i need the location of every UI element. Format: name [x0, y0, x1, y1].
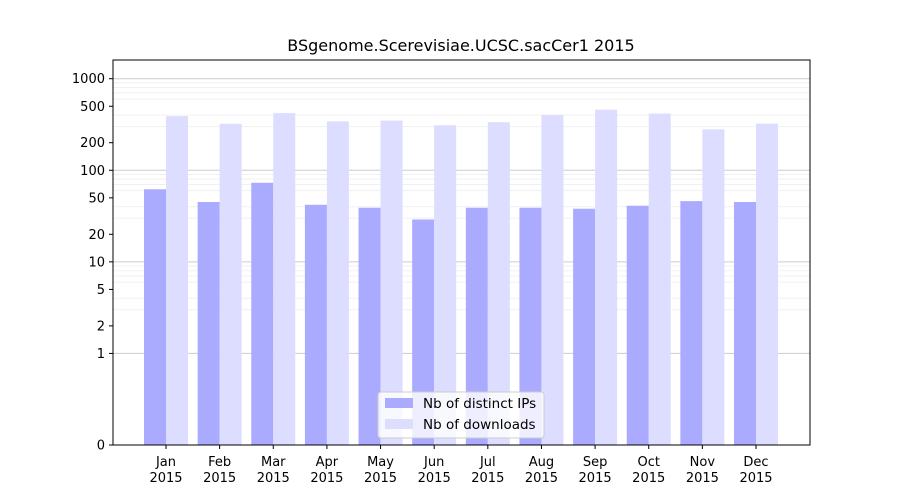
x-tick-label-year: 2015 — [364, 471, 397, 486]
bar-downloads — [273, 113, 296, 445]
x-tick-label-year: 2015 — [525, 471, 558, 486]
bar-distinct-ips — [680, 201, 703, 445]
y-tick-label: 50 — [88, 191, 105, 206]
legend-label-distinct-ips: Nb of distinct IPs — [423, 396, 536, 412]
bar-distinct-ips — [197, 202, 220, 445]
bar-distinct-ips — [412, 219, 435, 445]
bar-distinct-ips — [519, 207, 542, 445]
x-axis-ticks: Jan2015Feb2015Mar2015Apr2015May2015Jun20… — [149, 445, 773, 486]
plot-frame — [112, 59, 811, 446]
x-tick-label-month: Feb — [208, 455, 231, 470]
x-tick-label-year: 2015 — [257, 471, 290, 486]
x-tick-label-year: 2015 — [739, 471, 772, 486]
bar-downloads — [702, 129, 725, 445]
y-tick-label: 5 — [97, 283, 105, 298]
y-axis-ticks: 0 1 2 5 10 20 50 100 200 500 1000 — [72, 72, 113, 454]
x-tick-label-year: 2015 — [203, 471, 236, 486]
bar-distinct-ips — [465, 207, 488, 445]
bar-distinct-ips — [734, 202, 756, 445]
bar-distinct-ips — [626, 205, 649, 445]
bar-downloads — [326, 121, 349, 445]
x-tick-label-month: Dec — [743, 455, 768, 470]
legend-label-downloads: Nb of downloads — [423, 417, 536, 433]
x-tick-label-month: Aug — [529, 455, 554, 470]
bar-distinct-ips — [251, 182, 274, 445]
y-tick-label: 10 — [88, 255, 105, 270]
bar-downloads — [595, 109, 618, 446]
y-tick-label: 20 — [88, 228, 105, 243]
bar-downloads — [219, 123, 242, 446]
x-tick-label-month: Jul — [479, 455, 496, 470]
y-tick-label: 0 — [97, 439, 105, 454]
bars — [144, 109, 778, 446]
x-tick-label-year: 2015 — [149, 471, 182, 486]
bar-downloads — [380, 120, 403, 445]
x-tick-label-month: Mar — [261, 455, 286, 470]
x-tick-label-month: Oct — [637, 455, 659, 470]
legend: Nb of distinct IPs Nb of downloads — [377, 391, 545, 439]
legend-swatch-downloads — [385, 419, 413, 429]
x-tick-label-month: Apr — [316, 455, 339, 470]
x-tick-label-month: Jun — [423, 455, 444, 470]
bar-distinct-ips — [304, 204, 327, 445]
x-tick-label-year: 2015 — [686, 471, 719, 486]
y-tick-label: 200 — [80, 136, 105, 151]
x-tick-label-month: Jan — [155, 455, 176, 470]
bar-downloads — [541, 114, 564, 445]
legend-frame — [377, 391, 545, 439]
y-tick-label: 1000 — [72, 72, 105, 87]
bar-downloads — [648, 113, 671, 445]
bar-downloads — [487, 122, 510, 445]
bar-downloads — [756, 123, 778, 446]
x-tick-label-year: 2015 — [418, 471, 451, 486]
bar-downloads — [434, 125, 457, 445]
y-tick-label: 500 — [80, 100, 105, 115]
x-tick-label-month: Nov — [690, 455, 716, 470]
bar-distinct-ips — [358, 207, 381, 445]
bar-distinct-ips — [573, 208, 596, 445]
x-tick-label-year: 2015 — [632, 471, 665, 486]
y-tick-label: 1 — [97, 347, 105, 362]
x-tick-label-month: Sep — [583, 455, 608, 470]
chart-title: BSgenome.Scerevisiae.UCSC.sacCer1 2015 — [287, 36, 634, 55]
y-tick-label: 2 — [97, 319, 105, 334]
x-tick-label-year: 2015 — [310, 471, 343, 486]
legend-swatch-distinct-ips — [385, 398, 413, 408]
x-tick-label-year: 2015 — [471, 471, 504, 486]
bar-distinct-ips — [144, 189, 166, 445]
x-tick-label-year: 2015 — [579, 471, 612, 486]
bar-downloads — [166, 116, 188, 446]
axes — [112, 59, 811, 446]
x-tick-label-month: May — [367, 455, 394, 470]
y-tick-label: 100 — [80, 164, 105, 179]
